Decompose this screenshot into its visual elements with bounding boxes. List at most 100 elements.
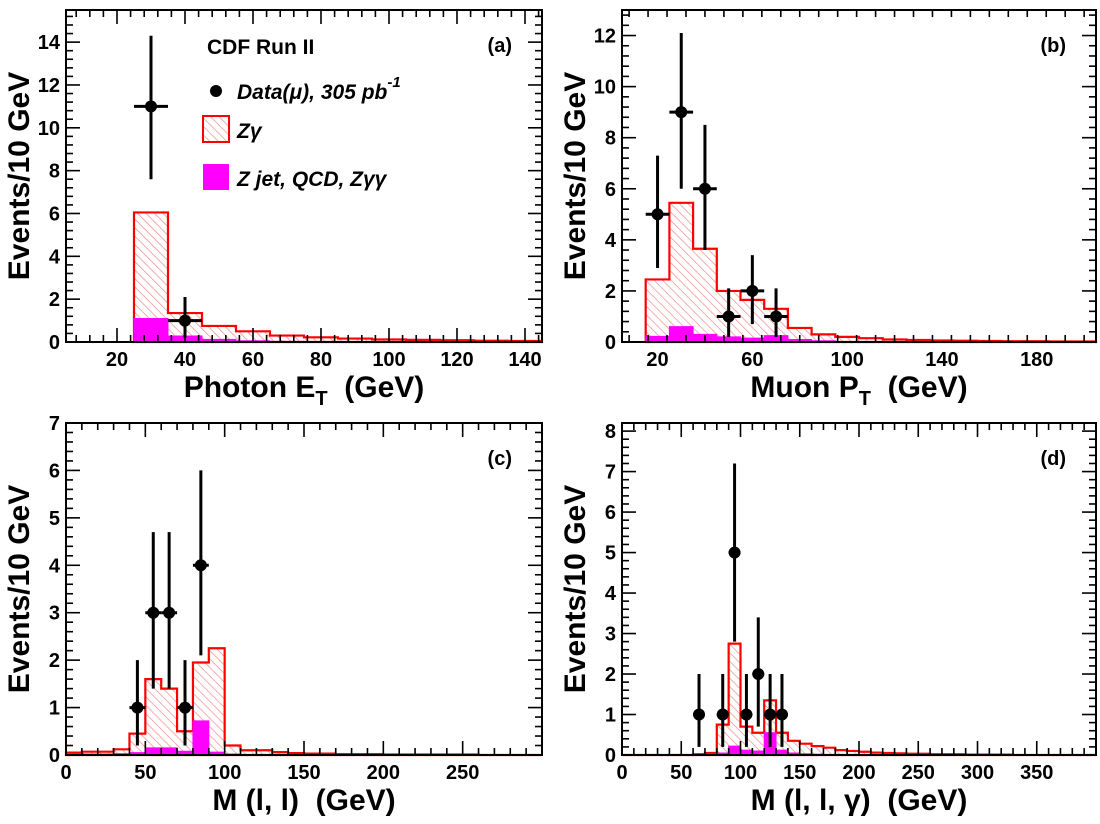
- y-tick-label: 6: [605, 502, 616, 524]
- y-tick-label: 10: [38, 118, 60, 140]
- data-point: [693, 674, 706, 747]
- data-point-marker: [775, 708, 788, 721]
- y-tick-label: 0: [49, 332, 60, 354]
- data-point-marker: [770, 310, 783, 323]
- data-point: [728, 463, 741, 642]
- data-point-marker: [740, 708, 753, 721]
- x-tick-label: 100: [372, 349, 405, 371]
- x-axis-title-main: M (l, l): [212, 784, 299, 817]
- x-tick-label: 100: [724, 762, 757, 784]
- x-tick-label: 140: [925, 349, 958, 371]
- x-tick-label: 60: [242, 349, 264, 371]
- y-tick-label: 0: [605, 332, 616, 354]
- y-tick-label: 6: [605, 179, 616, 201]
- plot-frame: [621, 422, 1097, 756]
- y-tick-label: 6: [49, 203, 60, 225]
- legend-data-superscript: -1: [387, 74, 400, 91]
- x-tick-label: 140: [508, 349, 541, 371]
- x-axis-title-main: M (l, l, γ): [751, 784, 871, 817]
- legend-data-marker: [210, 85, 222, 97]
- data-point-marker: [194, 559, 207, 572]
- y-tick-label: 7: [605, 462, 616, 484]
- x-tick-label: 0: [60, 762, 71, 784]
- y-tick-label: 0: [605, 745, 616, 767]
- data-point: [752, 617, 765, 727]
- data-point: [764, 674, 777, 747]
- x-axis-title-unit: (GeV): [871, 784, 968, 817]
- data-point: [645, 155, 670, 268]
- data-point-marker: [746, 284, 759, 297]
- data-point: [716, 674, 729, 747]
- y-tick-label: 10: [594, 77, 616, 99]
- legend-zgamma-swatch: [202, 115, 230, 143]
- data-point: [161, 532, 178, 689]
- panel-a: 0 2 4 6 8 10 12 14 20 40 60 80 100 120 140 (a) Events/10…: [3, 9, 544, 410]
- y-tick-label: 6: [49, 460, 60, 482]
- x-tick-label: 150: [287, 762, 320, 784]
- plot-frame: [65, 9, 543, 343]
- plot-frame: [621, 9, 1097, 343]
- x-axis-title-unit: (GeV): [871, 371, 968, 404]
- y-tick-label: 1: [605, 705, 616, 727]
- y-tick-label: 4: [49, 555, 61, 577]
- panel-d: 0 1 2 3 4 5 6 7 8 0 50 100 150 200 250 300 350 (d) Events/…: [559, 421, 1097, 817]
- x-tick-label: 60: [741, 349, 763, 371]
- data-point-marker: [131, 701, 144, 714]
- panel-label: (d): [1040, 448, 1066, 470]
- data-point: [740, 674, 753, 747]
- x-tick-label: 250: [446, 762, 479, 784]
- data-point-marker: [179, 701, 191, 714]
- x-tick-label: 350: [1020, 762, 1053, 784]
- y-tick-label: 7: [49, 413, 60, 435]
- data-point-marker: [145, 100, 157, 113]
- data-point: [192, 470, 209, 656]
- y-tick-label: 4: [49, 246, 61, 268]
- data-point-marker: [147, 606, 160, 619]
- zgamma-histogram: [132, 211, 544, 344]
- y-tick-label: 5: [49, 508, 60, 530]
- data-point: [177, 660, 193, 746]
- y-tick-label: 12: [38, 75, 60, 97]
- x-axis-title-unit: (GeV): [328, 371, 425, 404]
- y-tick-label: 8: [605, 421, 616, 443]
- x-axis-title: Muon PT (GeV): [750, 371, 967, 410]
- x-axis-title: M (l, l, γ) (GeV): [751, 784, 968, 817]
- data-point: [134, 35, 168, 180]
- data-point-marker: [693, 708, 706, 721]
- panel-label: (c): [488, 448, 512, 470]
- y-tick-label: 2: [605, 281, 616, 303]
- zgamma-histogram: [644, 201, 1098, 344]
- x-tick-label: 100: [208, 762, 241, 784]
- legend-data-text: Data(μ), 305 pb: [237, 81, 388, 104]
- x-tick-label: 20: [106, 349, 128, 371]
- x-axis-title-subscript: T: [859, 388, 871, 410]
- y-tick-label: 2: [605, 664, 616, 686]
- y-tick-label: 8: [605, 128, 616, 150]
- data-point-marker: [163, 606, 176, 619]
- y-tick-label: 0: [49, 745, 60, 767]
- x-tick-label: 250: [902, 762, 935, 784]
- data-point: [669, 32, 694, 189]
- data-point-marker: [179, 314, 191, 327]
- x-axis-title-main: Muon P: [750, 371, 858, 404]
- zgamma-histogram: [622, 642, 1096, 757]
- x-tick-label: 0: [616, 762, 627, 784]
- data-point-marker: [728, 546, 741, 559]
- data-point: [129, 660, 146, 746]
- x-axis-title-subscript: T: [315, 388, 327, 410]
- data-point: [716, 288, 741, 337]
- legend-zgamma-label: Zγ: [236, 120, 263, 143]
- x-tick-label: 300: [961, 762, 994, 784]
- legend-data-label: Data(μ), 305 pb-1: [237, 74, 401, 104]
- legend-background-swatch: [203, 164, 229, 190]
- y-tick-label: 14: [38, 32, 61, 54]
- data-point: [740, 255, 765, 325]
- x-axis-title: Photon ET (GeV): [184, 371, 425, 410]
- data-point-marker: [764, 708, 777, 721]
- y-tick-label: 4: [605, 230, 617, 252]
- y-tick-label: 4: [605, 583, 617, 605]
- data-point: [693, 124, 717, 251]
- data-point: [764, 288, 788, 337]
- y-axis-title: Events/10 GeV: [559, 72, 592, 280]
- y-tick-label: 3: [605, 624, 616, 646]
